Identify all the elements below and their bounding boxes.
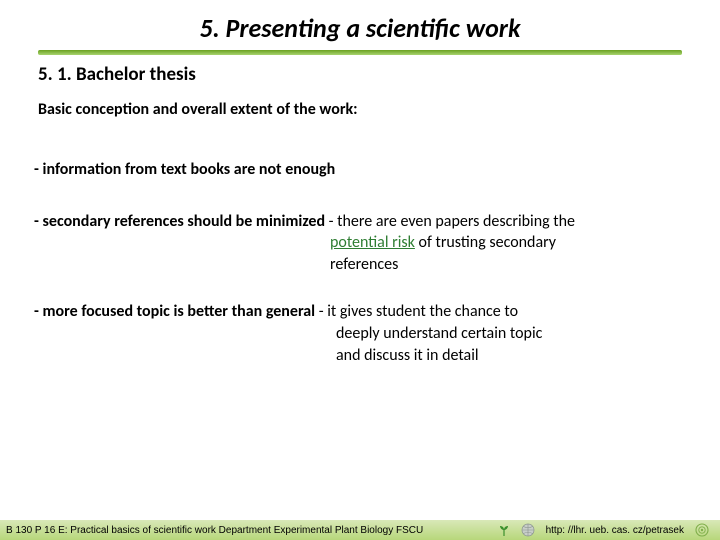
bullet-2-after-link: of trusting secondary: [415, 233, 556, 252]
footer-url[interactable]: http: //lhr. ueb. cas. cz/petrasek: [546, 525, 684, 536]
bullet-2-lead: - secondary references should be minimiz…: [34, 212, 325, 231]
lead-text: Basic conception and overall extent of t…: [38, 100, 682, 119]
bullet-2-tail-first: - there are even papers describing the: [325, 212, 575, 231]
bullet-3-lead: - more focused topic is better than gene…: [34, 302, 315, 321]
plant-icon: [496, 522, 512, 538]
bullet-1: - information from text books are not en…: [34, 159, 686, 181]
slide: 5. Presenting a scientific work 5. 1. Ba…: [0, 0, 720, 540]
section-subtitle: 5. 1. Bachelor thesis: [38, 63, 682, 86]
footer-left-text: B 130 P 16 E: Practical basics of scient…: [6, 525, 423, 536]
bullet-2-line3: references: [330, 254, 686, 276]
globe-icon: [520, 522, 536, 538]
bullet-3-tail-first: - it gives student the chance to: [315, 302, 518, 321]
bullet-3-line3: and discuss it in detail: [336, 345, 686, 367]
bullet-1-text: - information from text books are not en…: [34, 159, 335, 181]
potential-risk-link[interactable]: potential risk: [330, 233, 415, 252]
bullet-3-line2: deeply understand certain topic: [336, 323, 686, 345]
slide-title: 5. Presenting a scientific work: [28, 12, 692, 48]
bullet-2: - secondary references should be minimiz…: [34, 211, 686, 276]
seal-icon: [694, 522, 710, 538]
title-underline: [38, 50, 682, 55]
bullet-list: - information from text books are not en…: [34, 159, 686, 366]
bullet-3: - more focused topic is better than gene…: [34, 301, 686, 366]
footer-bar: B 130 P 16 E: Practical basics of scient…: [0, 520, 720, 540]
